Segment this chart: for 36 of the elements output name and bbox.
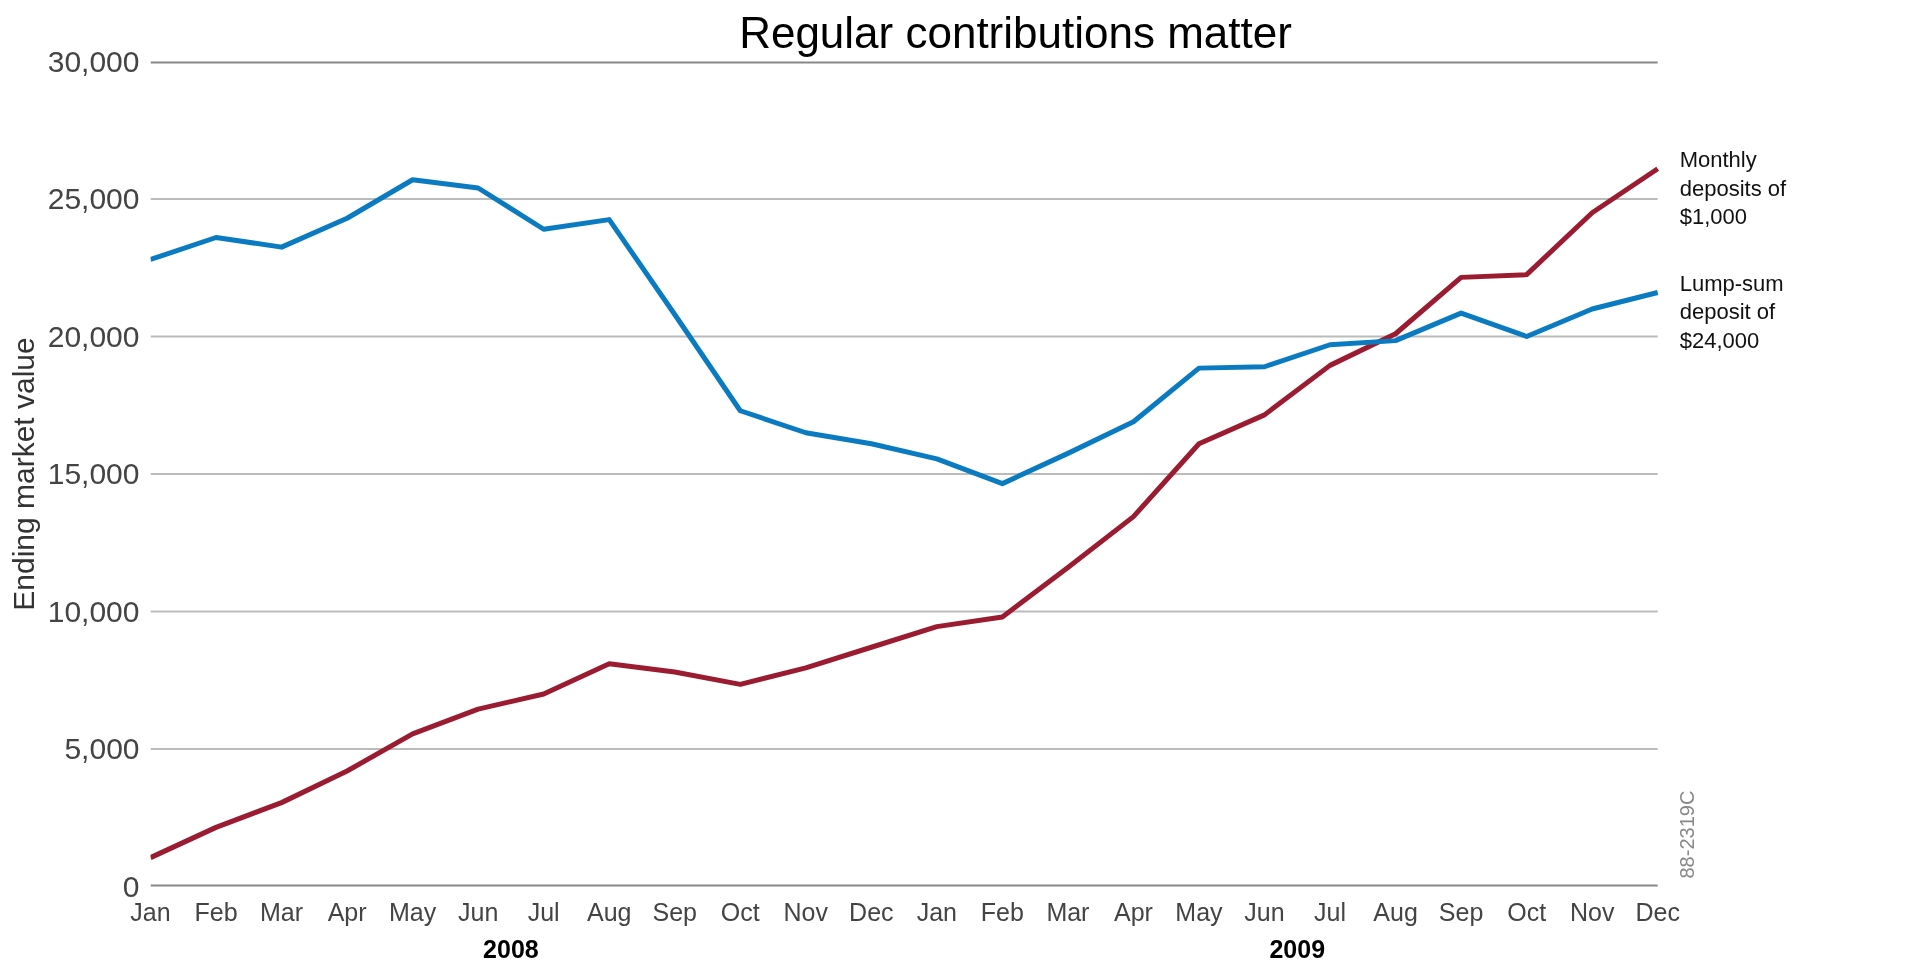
- text: 2009: [1269, 934, 1326, 963]
- text: 2008: [483, 934, 539, 963]
- y-tick-label: 30,000: [47, 44, 140, 78]
- x-tick-label: May: [389, 897, 437, 926]
- x-tick-label: Oct: [720, 897, 760, 926]
- x-tick-label: Sep: [652, 897, 697, 926]
- chart-title: Regular contributions matter: [739, 7, 1292, 57]
- y-tick-label: 5,000: [64, 732, 140, 765]
- x-tick-label: Aug: [586, 897, 632, 926]
- x-tick-label: Apr: [327, 897, 367, 926]
- series-label: Lump-sum deposit of $24,000: [1679, 270, 1784, 353]
- x-tick-label: Sep: [1438, 897, 1484, 926]
- x-tick-label: Dec: [1635, 897, 1680, 926]
- y-tick-label: 10,000: [47, 594, 140, 628]
- x-tick-label: Nov: [783, 897, 829, 926]
- x-tick-label: May: [1175, 897, 1224, 926]
- x-tick-label: Aug: [1373, 897, 1418, 926]
- x-tick-label: Jul: [1314, 897, 1347, 926]
- x-tick-label: Feb: [194, 897, 238, 926]
- x-tick-label: Mar: [260, 897, 304, 926]
- x-tick-label: Oct: [1507, 897, 1547, 926]
- x-tick-label: Apr: [1114, 897, 1153, 926]
- y-axis-title: Ending market value: [6, 337, 40, 611]
- series-label: Monthly deposits of $1,000: [1679, 146, 1787, 230]
- y-tick-label: 20,000: [47, 319, 140, 353]
- y-tick-label: 25,000: [47, 182, 140, 215]
- x-tick-label: Jun: [1244, 897, 1285, 926]
- x-tick-label: Nov: [1569, 897, 1615, 926]
- x-tick-label: Dec: [849, 897, 894, 926]
- x-tick-label: Feb: [980, 897, 1024, 926]
- x-tick-label: Mar: [1046, 897, 1090, 926]
- text: 88-2319C: [1675, 790, 1698, 879]
- x-tick-label: Jun: [458, 897, 499, 926]
- x-tick-label: Jul: [527, 897, 560, 926]
- x-tick-label: Jan: [916, 897, 958, 926]
- y-tick-label: 15,000: [47, 457, 140, 490]
